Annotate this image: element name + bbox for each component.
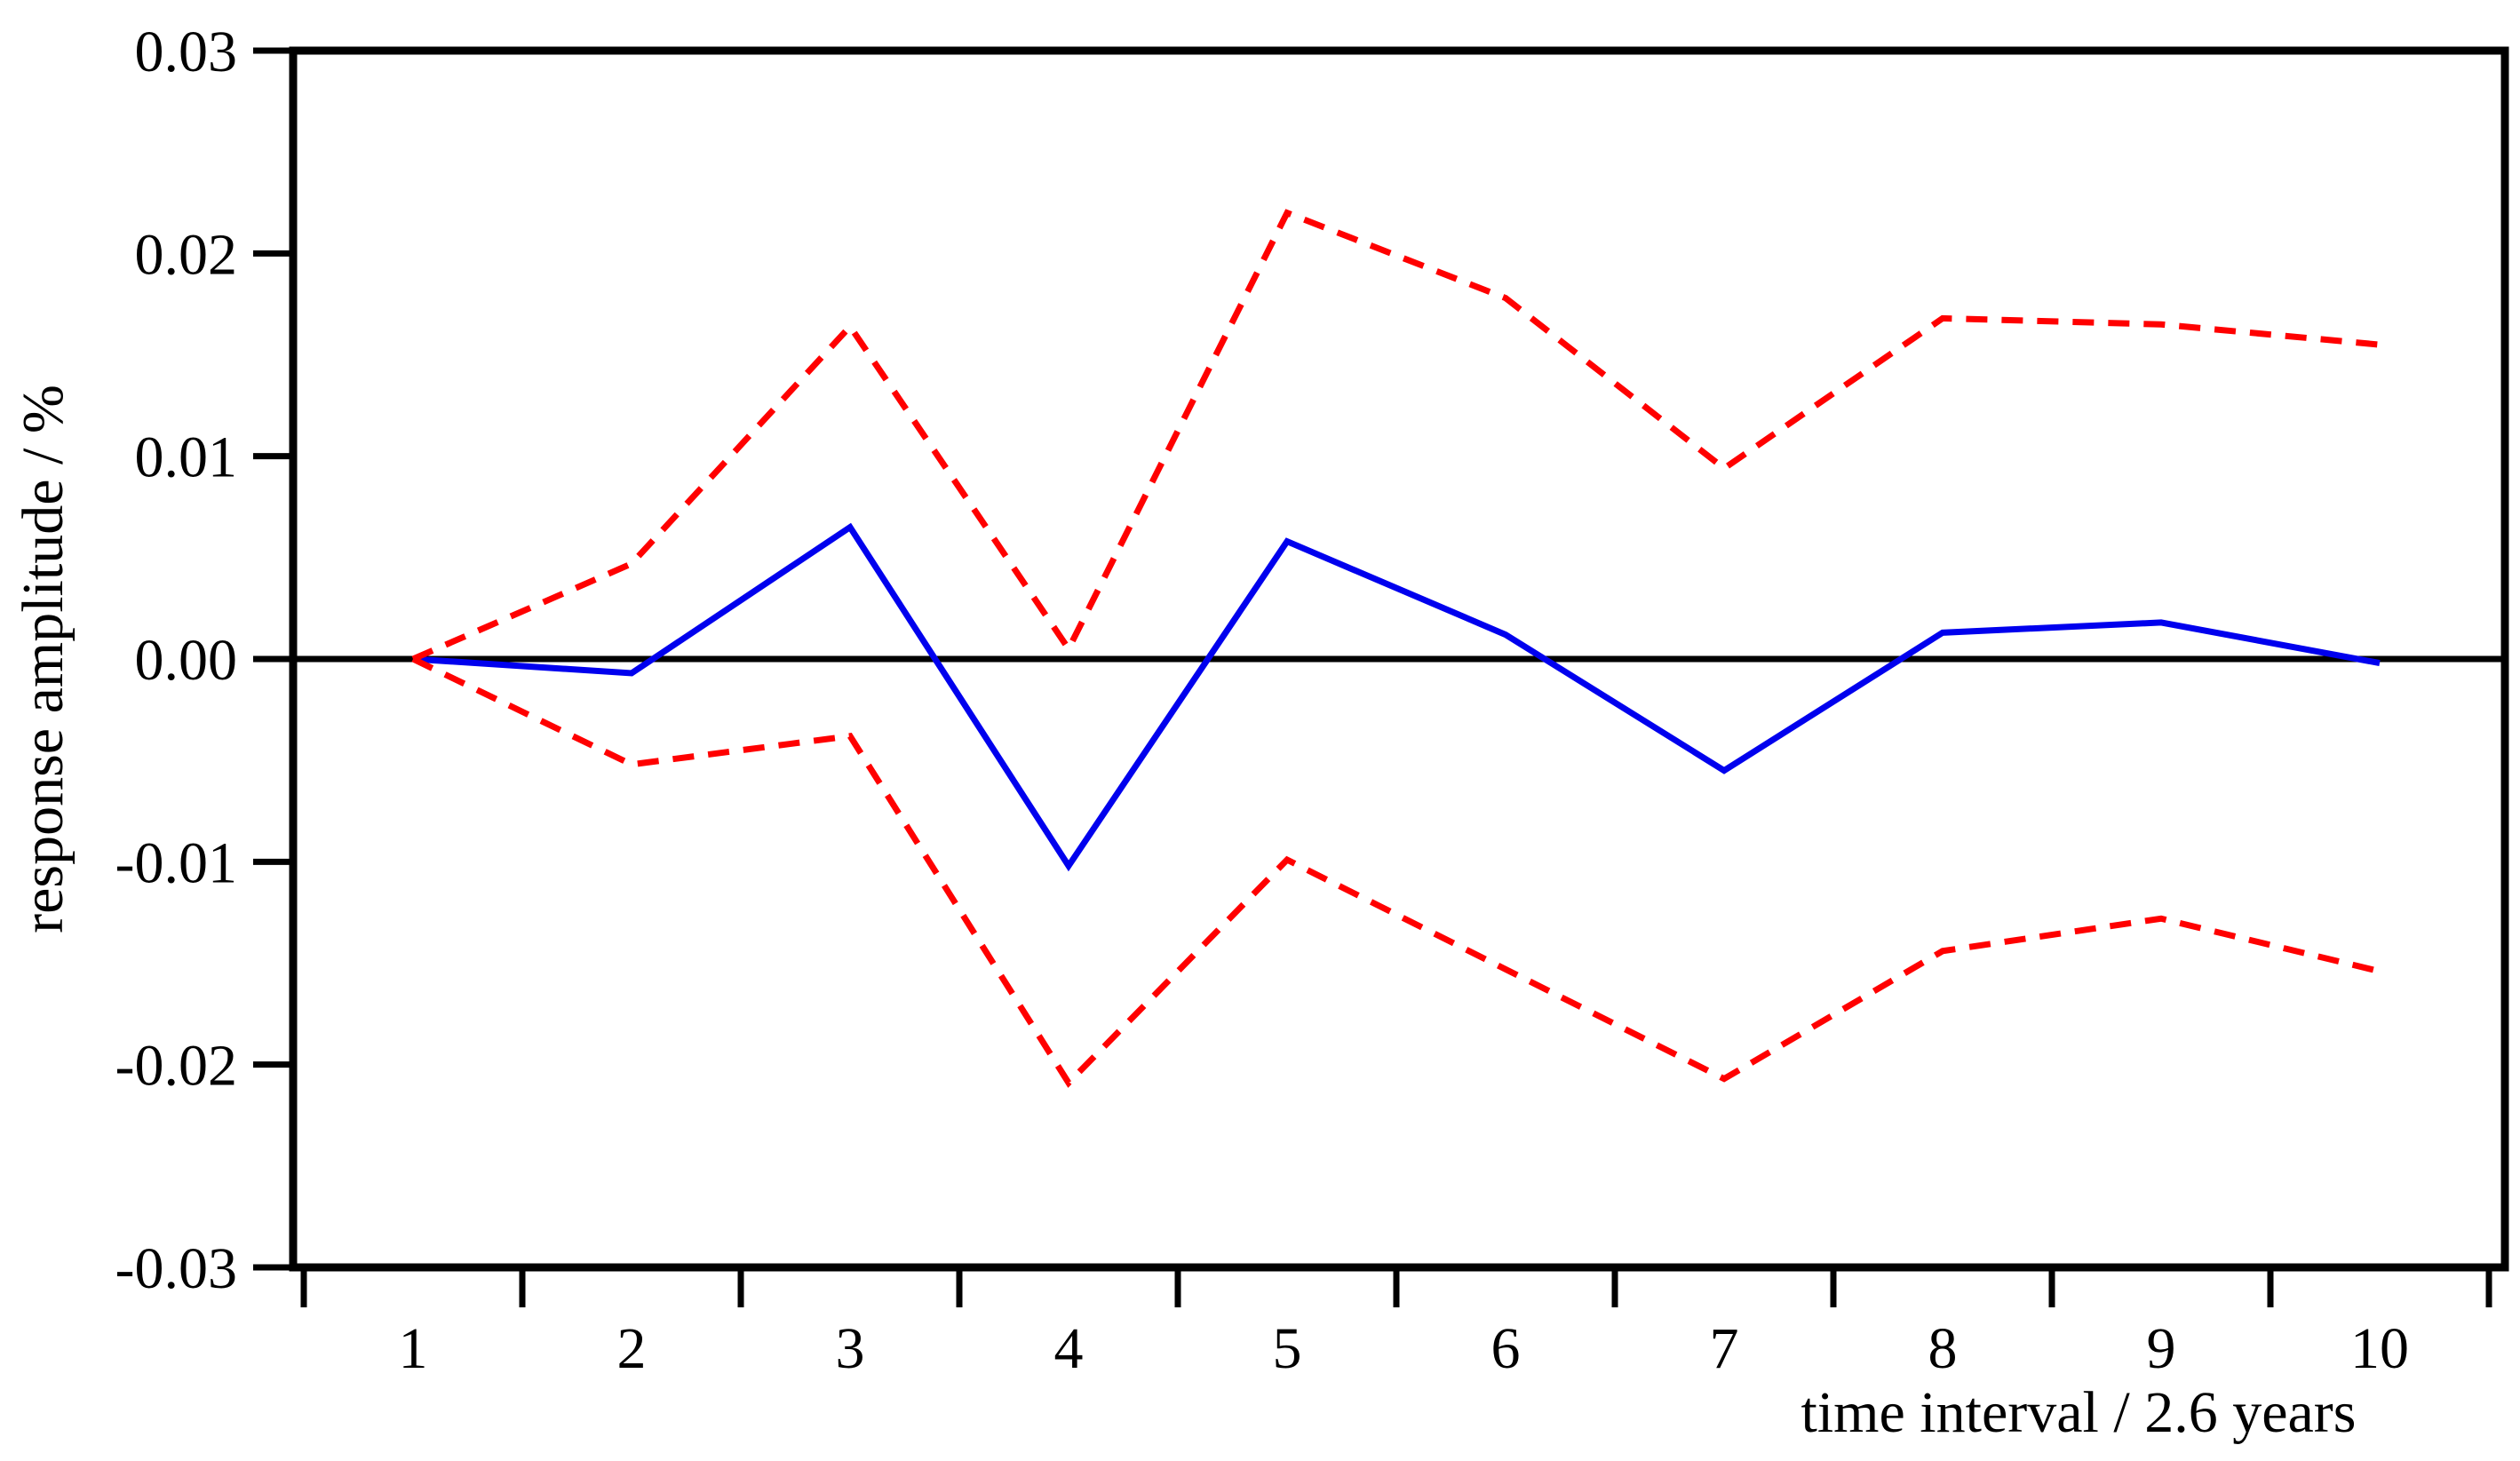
x-tick-label: 10 bbox=[2350, 1316, 2409, 1381]
x-tick-label: 5 bbox=[1273, 1316, 1302, 1381]
x-tick-label: 9 bbox=[2147, 1316, 2176, 1381]
y-tick-label: -0.02 bbox=[115, 1034, 237, 1099]
lower-confidence-band bbox=[411, 655, 2381, 1088]
axis-ticks bbox=[253, 47, 2492, 1307]
x-tick-label: 6 bbox=[1491, 1316, 1521, 1381]
y-tick-label: -0.01 bbox=[115, 830, 237, 895]
y-tick-label: -0.03 bbox=[115, 1236, 237, 1301]
y-axis-title: response amplitude / % bbox=[11, 385, 76, 933]
y-tick-label: 0.02 bbox=[135, 222, 238, 287]
x-tick-label: 4 bbox=[1054, 1316, 1084, 1381]
x-tick-label: 3 bbox=[836, 1316, 865, 1381]
response-line bbox=[412, 522, 2381, 872]
data-series bbox=[411, 209, 2381, 1088]
x-axis-title: time interval / 2.6 years bbox=[1801, 1380, 2357, 1445]
tick-labels: 0.03 0.02 0.01 0.00 -0.01 -0.02 -0.03 1 2 3 4 5 6 7 8 9… bbox=[115, 20, 2409, 1381]
y-tick-label: 0.03 bbox=[135, 20, 238, 84]
upper-confidence-band bbox=[411, 209, 2381, 663]
y-tick-label: 0.01 bbox=[135, 425, 238, 490]
y-tick-label: 0.00 bbox=[135, 628, 238, 693]
x-tick-label: 2 bbox=[617, 1316, 647, 1381]
x-tick-label: 7 bbox=[1710, 1316, 1739, 1381]
x-tick-label: 1 bbox=[399, 1316, 428, 1381]
x-tick-label: 8 bbox=[1928, 1316, 1958, 1381]
